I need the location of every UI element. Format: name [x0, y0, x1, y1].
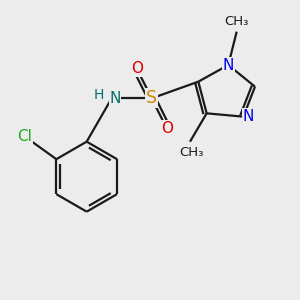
- Text: CH₃: CH₃: [224, 15, 249, 28]
- Text: CH₃: CH₃: [179, 146, 204, 159]
- Text: O: O: [161, 121, 173, 136]
- Text: O: O: [131, 61, 143, 76]
- Text: S: S: [146, 89, 157, 107]
- Text: Cl: Cl: [18, 129, 32, 144]
- Text: H: H: [94, 88, 104, 102]
- Text: N: N: [243, 109, 254, 124]
- Text: N: N: [223, 58, 234, 73]
- Text: N: N: [109, 91, 121, 106]
